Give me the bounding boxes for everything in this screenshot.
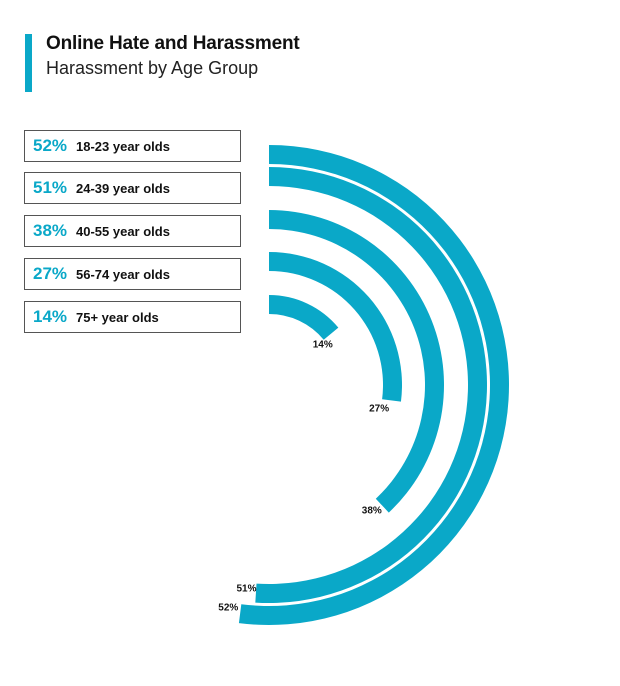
data-label-5: 14% — [313, 340, 333, 351]
legend-label: 18-23 year olds — [76, 139, 170, 154]
data-label-2: 51% — [237, 584, 257, 595]
legend-label: 24-39 year olds — [76, 181, 170, 196]
legend-percentage: 14% — [33, 307, 68, 326]
legend-percentage: 38% — [33, 221, 68, 240]
data-label-1: 52% — [218, 602, 238, 613]
legend-percentage: 52% — [33, 136, 68, 155]
legend-percentage: 27% — [33, 264, 68, 283]
legend-item-56-74: 27% 56-74 year olds — [24, 258, 241, 290]
legend-percentage: 51% — [33, 178, 68, 197]
legend-label: 75+ year olds — [76, 310, 159, 325]
chart-title: Online Hate and Harassment — [46, 33, 300, 54]
legend-item-75-plus: 14% 75+ year olds — [24, 301, 241, 333]
legend-label: 56-74 year olds — [76, 267, 170, 282]
legend-item-24-39: 51% 24-39 year olds — [24, 172, 241, 204]
radial-bar-3 — [269, 210, 445, 513]
radial-bar-4 — [269, 252, 402, 402]
data-label-4: 27% — [369, 403, 389, 414]
title-accent-bar — [25, 34, 32, 92]
legend-item-18-23: 52% 18-23 year olds — [24, 130, 241, 162]
chart-subtitle: Harassment by Age Group — [46, 58, 259, 78]
legend-item-40-55: 38% 40-55 year olds — [24, 215, 241, 247]
data-label-3: 38% — [362, 506, 382, 517]
radial-bar-5 — [269, 295, 339, 340]
legend-label: 40-55 year olds — [76, 224, 170, 239]
